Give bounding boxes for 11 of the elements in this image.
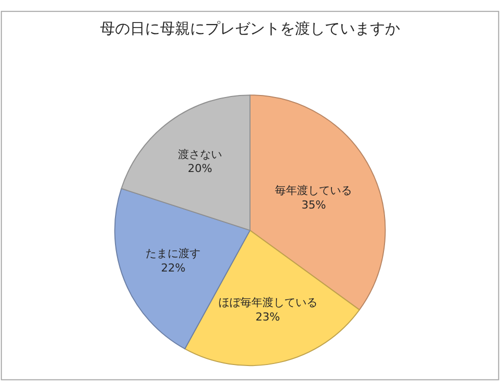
slice-label: ほぼ毎年渡している bbox=[218, 296, 318, 310]
chart-title: 母の日に母親にプレゼントを渡していますか bbox=[100, 19, 400, 38]
data-label: 35% bbox=[301, 198, 326, 212]
slice-label: 渡さない bbox=[178, 148, 222, 161]
pie-slice bbox=[120, 94, 250, 231]
data-label: 22% bbox=[160, 261, 186, 274]
data-label: 20% bbox=[188, 162, 212, 176]
data-label: 23% bbox=[256, 310, 280, 324]
slice-label: 毎年渡している bbox=[275, 184, 352, 198]
slice-label: たまに渡す bbox=[146, 247, 201, 260]
pie-slice bbox=[114, 188, 250, 350]
